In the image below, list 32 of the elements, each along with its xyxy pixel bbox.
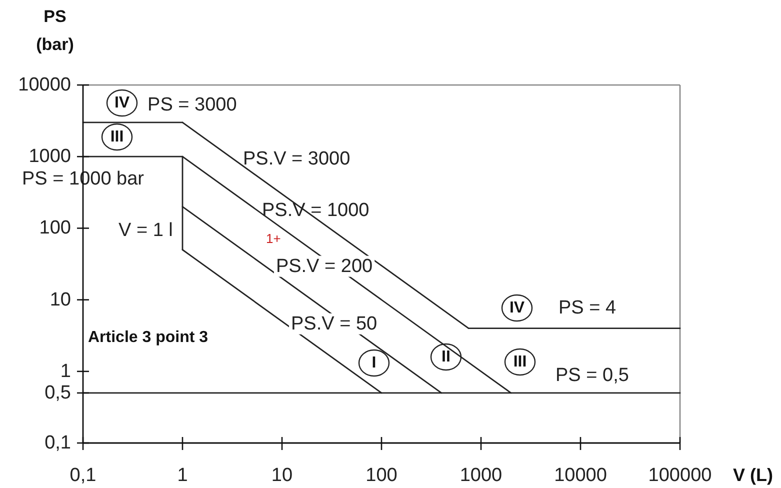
x-tick-label: 10 xyxy=(271,465,293,486)
annotation: V = 1 l xyxy=(118,220,173,242)
annotation: IV xyxy=(509,300,525,316)
y-tick-label: 0,1 xyxy=(44,432,71,454)
annotation: II xyxy=(442,348,450,366)
annotation: IV xyxy=(114,94,130,112)
annotation: PS = 0,5 xyxy=(556,364,629,386)
annotation: PS.V = 50 xyxy=(291,313,378,334)
x-tick-label: 0,1 xyxy=(70,465,96,486)
y-tick-label: 100 xyxy=(39,218,71,239)
y-tick-label: 10 xyxy=(50,289,71,310)
x-tick-label: 10000 xyxy=(554,465,607,486)
y-tick-label: 0,5 xyxy=(44,382,71,404)
annotation: PS.V = 1000 xyxy=(262,200,370,222)
x-tick-label: 1000 xyxy=(460,465,502,486)
annotation: III xyxy=(513,354,527,370)
annotation: Article 3 point 3 xyxy=(88,329,208,346)
y-tick-label: 1000 xyxy=(28,146,71,168)
annotation: III xyxy=(110,128,124,146)
annotation: I xyxy=(372,354,376,372)
annotation: PS.V = 200 xyxy=(276,256,373,277)
x-axis-title: V (L) xyxy=(733,465,773,485)
y-tick-label: 10000 xyxy=(18,74,71,96)
x-tick-label: 100000 xyxy=(648,465,712,486)
annotation: 1+ xyxy=(266,231,281,246)
annotation: PS = 3000 xyxy=(148,94,237,116)
y-tick-label: 1 xyxy=(60,360,71,382)
annotation: PS = 4 xyxy=(558,297,616,318)
y-axis-title: PS (bar) xyxy=(36,7,74,54)
x-tick-label: 1 xyxy=(177,465,188,486)
annotation: PS.V = 3000 xyxy=(242,148,350,170)
x-tick-label: 100 xyxy=(366,465,398,486)
